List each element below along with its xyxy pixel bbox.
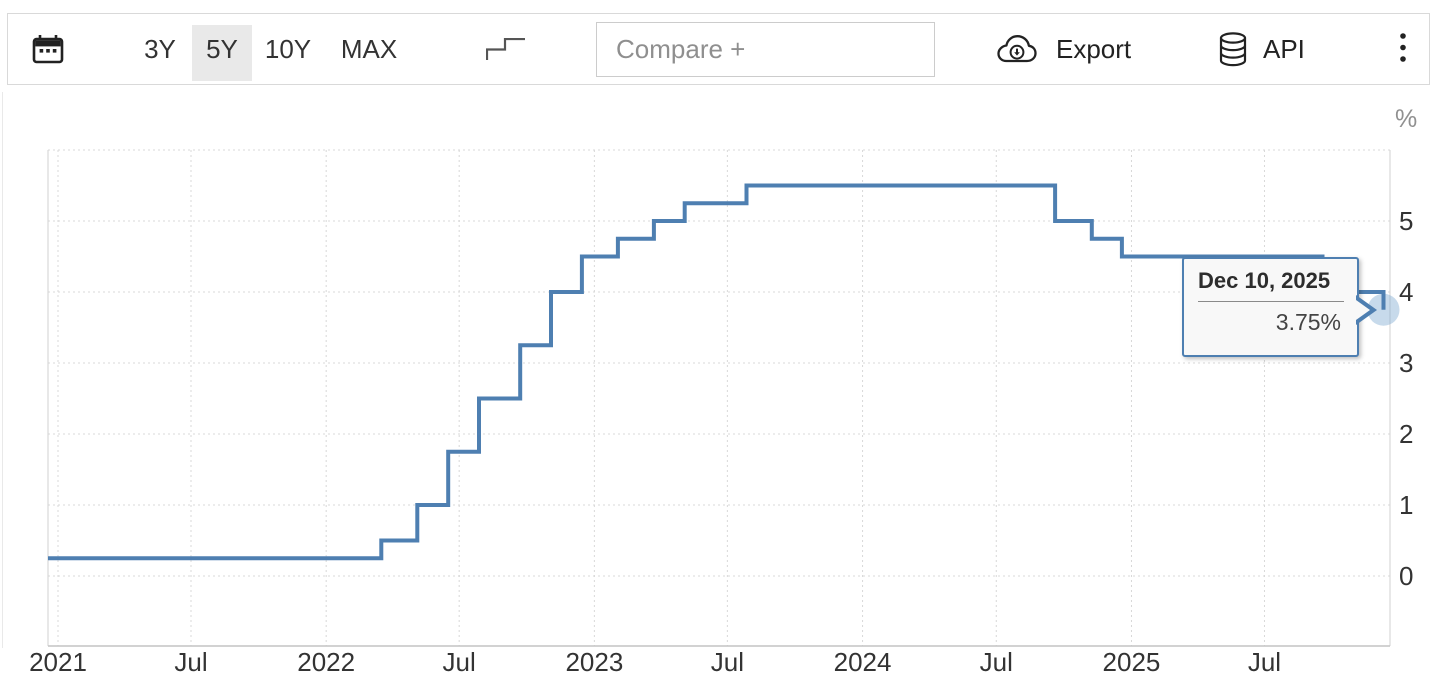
kebab-menu-icon — [1398, 31, 1408, 67]
y-axis-label: 3 — [1399, 348, 1413, 378]
x-axis-label: 2021 — [29, 647, 87, 677]
export-button[interactable]: Export — [996, 14, 1148, 84]
y-axis-label: 1 — [1399, 490, 1413, 520]
x-axis-label: Jul — [711, 647, 744, 677]
calendar-button[interactable] — [24, 14, 72, 84]
x-axis-label: Jul — [980, 647, 1013, 677]
x-axis-label: Jul — [1248, 647, 1281, 677]
calendar-icon — [31, 32, 65, 66]
chart-type-button[interactable] — [480, 14, 532, 84]
rate-step-line — [48, 183, 1386, 561]
range-3y-button[interactable]: 3Y — [136, 14, 184, 84]
database-icon — [1219, 31, 1247, 67]
compare-input[interactable] — [596, 22, 935, 77]
kebab-menu-button[interactable] — [1386, 14, 1420, 84]
active-range-highlight — [192, 25, 252, 81]
y-axis-label: 5 — [1399, 206, 1413, 236]
tooltip-value: 3.75% — [1275, 309, 1341, 335]
y-axis-unit: % — [1395, 105, 1417, 133]
export-label: Export — [1056, 33, 1132, 64]
x-axis-label: 2024 — [834, 647, 892, 677]
tooltip-pointer — [1356, 295, 1377, 325]
y-axis-label: 4 — [1399, 277, 1413, 307]
tooltip-date: Dec 10, 2025 — [1198, 268, 1331, 293]
cloud-download-icon — [996, 33, 1038, 66]
x-axis-label: 2022 — [297, 647, 355, 677]
y-axis-label: 2 — [1399, 419, 1413, 449]
x-axis-label: Jul — [174, 647, 207, 677]
api-button[interactable]: API — [1219, 14, 1319, 84]
chart-container-border — [2, 92, 3, 648]
tooltip-separator — [1198, 301, 1344, 302]
range-max-button[interactable]: MAX — [337, 14, 401, 84]
range-5y-button[interactable]: 5Y — [192, 14, 252, 84]
chart-tooltip: Dec 10, 2025 3.75% — [1182, 257, 1359, 357]
x-axis-label: Jul — [443, 647, 476, 677]
chart-toolbar: 3Y 5Y 10Y MAX — [7, 13, 1430, 85]
y-axis-label: 0 — [1399, 561, 1413, 591]
x-axis-label: 2025 — [1103, 647, 1161, 677]
step-line-icon — [486, 37, 526, 61]
api-label: API — [1263, 33, 1305, 64]
x-axis-label: 2023 — [565, 647, 623, 677]
range-10y-button[interactable]: 10Y — [260, 14, 316, 84]
